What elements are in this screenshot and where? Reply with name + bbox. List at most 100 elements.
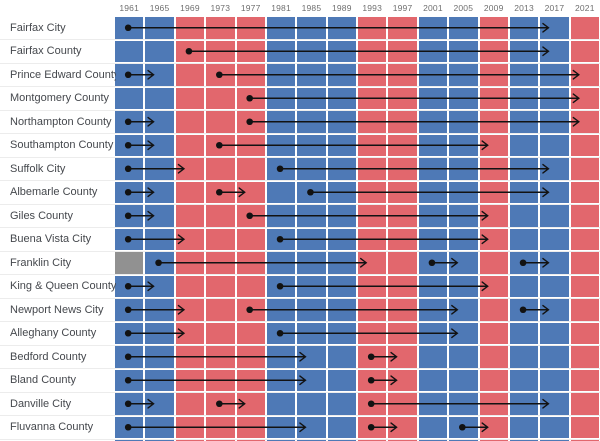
grid-cell bbox=[297, 64, 326, 86]
grid-cell bbox=[297, 205, 326, 227]
grid-cell bbox=[206, 346, 235, 368]
grid-cell bbox=[358, 17, 387, 39]
row-label: Southampton County bbox=[10, 139, 114, 152]
grid-cell bbox=[449, 134, 478, 156]
grid-cell bbox=[327, 111, 356, 133]
grid-cell bbox=[358, 252, 387, 274]
grid-cell bbox=[297, 393, 326, 415]
grid-cell bbox=[570, 393, 599, 415]
grid-cell bbox=[266, 158, 296, 180]
grid-cell bbox=[115, 40, 144, 62]
grid-cell bbox=[297, 369, 326, 391]
row-label: Buena Vista City bbox=[10, 233, 92, 246]
grid-cell bbox=[540, 416, 569, 438]
row-separator bbox=[0, 227, 600, 228]
grid-cell bbox=[266, 322, 296, 344]
year-label: 1977 bbox=[240, 3, 261, 13]
grid-cell bbox=[540, 134, 569, 156]
grid-cell bbox=[175, 40, 205, 62]
grid-cell bbox=[540, 205, 569, 227]
row-separator bbox=[0, 250, 600, 252]
grid-cell bbox=[449, 369, 478, 391]
grid-cell bbox=[145, 322, 174, 344]
grid-cell bbox=[175, 87, 205, 109]
grid-cell bbox=[388, 64, 417, 86]
grid-cell bbox=[570, 17, 599, 39]
grid-cell bbox=[479, 158, 508, 180]
grid-cell bbox=[388, 322, 417, 344]
row-separator bbox=[0, 415, 600, 416]
grid-cell bbox=[479, 40, 508, 62]
grid-cell bbox=[266, 275, 296, 297]
grid-cell bbox=[570, 346, 599, 368]
grid-cell bbox=[327, 158, 356, 180]
grid-cell bbox=[206, 369, 235, 391]
grid-cell bbox=[418, 416, 448, 438]
grid-cell bbox=[236, 322, 265, 344]
grid-cell bbox=[570, 369, 599, 391]
grid-cell bbox=[145, 275, 174, 297]
grid-cell bbox=[449, 299, 478, 321]
grid-cell bbox=[540, 181, 569, 203]
row-separator bbox=[0, 180, 600, 181]
year-label: 2017 bbox=[544, 3, 565, 13]
grid-cell bbox=[236, 228, 265, 250]
row-label: Giles County bbox=[10, 209, 73, 222]
grid-cell bbox=[327, 87, 356, 109]
grid-cell bbox=[509, 299, 539, 321]
grid-cell bbox=[297, 17, 326, 39]
grid-cell bbox=[206, 322, 235, 344]
grid-cell bbox=[266, 134, 296, 156]
grid-cell bbox=[509, 40, 539, 62]
grid-cell bbox=[449, 17, 478, 39]
grid-cell bbox=[327, 17, 356, 39]
row-label: Bland County bbox=[10, 374, 77, 387]
grid-cell bbox=[145, 346, 174, 368]
year-label: 1989 bbox=[331, 3, 352, 13]
grid-cell bbox=[175, 111, 205, 133]
grid-cell bbox=[266, 228, 296, 250]
grid-cell bbox=[236, 346, 265, 368]
grid-cell bbox=[175, 299, 205, 321]
year-label: 1961 bbox=[119, 3, 140, 13]
grid-cell bbox=[388, 369, 417, 391]
grid-cell bbox=[236, 40, 265, 62]
grid-cell bbox=[540, 369, 569, 391]
grid-cell bbox=[145, 369, 174, 391]
grid-cell bbox=[449, 275, 478, 297]
grid-cell bbox=[206, 111, 235, 133]
grid-cell bbox=[236, 393, 265, 415]
grid-cell bbox=[266, 299, 296, 321]
grid-cell bbox=[358, 158, 387, 180]
row-separator bbox=[0, 391, 600, 393]
row-separator bbox=[0, 133, 600, 134]
grid-cell bbox=[236, 158, 265, 180]
grid-cell bbox=[266, 393, 296, 415]
grid-cell bbox=[115, 393, 144, 415]
grid-cell bbox=[236, 275, 265, 297]
grid-cell bbox=[388, 181, 417, 203]
grid-cell bbox=[236, 64, 265, 86]
grid-cell bbox=[358, 111, 387, 133]
grid-cell bbox=[509, 228, 539, 250]
grid-cell-no-data bbox=[115, 252, 144, 274]
grid-cell bbox=[540, 252, 569, 274]
grid-cell bbox=[509, 322, 539, 344]
grid-cell bbox=[570, 181, 599, 203]
grid-cell bbox=[479, 134, 508, 156]
grid-cell bbox=[449, 111, 478, 133]
year-label: 1973 bbox=[210, 3, 231, 13]
grid-cell bbox=[236, 416, 265, 438]
grid-cell bbox=[388, 346, 417, 368]
row-separator bbox=[0, 62, 600, 64]
grid-cell bbox=[206, 205, 235, 227]
year-label: 2013 bbox=[514, 3, 534, 13]
grid-cell bbox=[175, 252, 205, 274]
grid-cell bbox=[540, 275, 569, 297]
grid-cell bbox=[297, 299, 326, 321]
grid-cell bbox=[570, 416, 599, 438]
grid-cell bbox=[449, 87, 478, 109]
grid-cell bbox=[327, 275, 356, 297]
grid-cell bbox=[327, 205, 356, 227]
